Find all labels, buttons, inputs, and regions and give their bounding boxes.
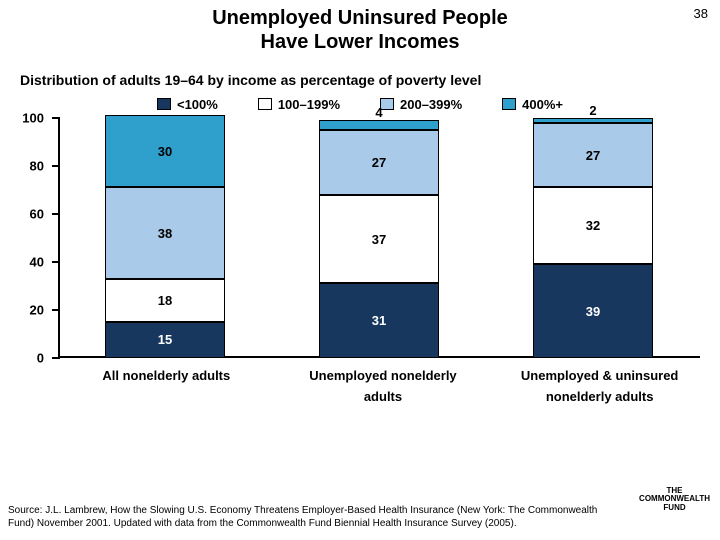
segment-value: 39 — [586, 304, 600, 319]
x-axis-label: Unemployed nonelderly adults — [298, 366, 468, 408]
y-tick-mark — [52, 117, 60, 119]
segment-value: 2 — [534, 103, 652, 118]
bar-segment: 4 — [319, 120, 439, 130]
y-tick-mark — [52, 357, 60, 359]
segment-value: 4 — [320, 105, 438, 120]
segment-value: 30 — [158, 144, 172, 159]
y-tick-mark — [52, 261, 60, 263]
y-tick-mark — [52, 165, 60, 167]
segment-value: 32 — [586, 218, 600, 233]
stacked-bar: 39 32 27 2 — [533, 118, 653, 358]
chart-subtitle: Distribution of adults 19–64 by income a… — [0, 54, 720, 93]
segment-value: 27 — [372, 155, 386, 170]
segment-value: 37 — [372, 232, 386, 247]
segment-value: 27 — [586, 148, 600, 163]
legend-label: <100% — [177, 97, 218, 112]
bar-column: 15 18 38 30 — [105, 118, 225, 358]
page-number: 38 — [694, 6, 708, 21]
x-axis-label: All nonelderly adults — [81, 366, 251, 408]
x-axis-labels: All nonelderly adults Unemployed nonelder… — [58, 366, 708, 408]
chart-title: Unemployed Uninsured People Have Lower I… — [0, 0, 720, 54]
segment-value: 15 — [158, 332, 172, 347]
chart: 1518383031372743932272 020406080100 — [12, 118, 708, 358]
legend-swatch — [157, 98, 171, 110]
bar-segment: 15 — [105, 322, 225, 358]
title-line-1: Unemployed Uninsured People — [0, 6, 720, 30]
bar-column: 31 37 27 4 — [319, 118, 439, 358]
segment-value: 38 — [158, 226, 172, 241]
x-axis-label: Unemployed & uninsured nonelderly adults — [515, 366, 685, 408]
bar-segment: 37 — [319, 195, 439, 284]
stacked-bar: 15 18 38 30 — [105, 115, 225, 357]
segment-value: 18 — [158, 293, 172, 308]
commonwealth-fund-logo: THE COMMONWEALTH FUND — [639, 487, 710, 512]
plot-area: 15 18 38 30 31 37 27 4 39 32 27 2 — [58, 118, 700, 358]
bar-segment: 30 — [105, 115, 225, 187]
bar-segment: 32 — [533, 187, 653, 264]
stacked-bar: 31 37 27 4 — [319, 120, 439, 358]
bar-segment: 39 — [533, 264, 653, 358]
bar-segment: 31 — [319, 283, 439, 357]
y-tick-mark — [52, 309, 60, 311]
legend-swatch — [502, 98, 516, 110]
title-line-2: Have Lower Incomes — [0, 30, 720, 54]
bar-segment: 27 — [319, 130, 439, 195]
y-tick-mark — [52, 213, 60, 215]
legend-item: <100% — [157, 97, 218, 112]
segment-value: 31 — [372, 313, 386, 328]
bar-column: 39 32 27 2 — [533, 118, 653, 358]
bar-segment: 27 — [533, 123, 653, 188]
source-text: Source: J.L. Lambrew, How the Slowing U.… — [8, 505, 600, 530]
bar-segment: 38 — [105, 187, 225, 278]
bar-segment: 18 — [105, 279, 225, 322]
logo-line-3: FUND — [639, 504, 710, 512]
legend-swatch — [258, 98, 272, 110]
bar-segment: 2 — [533, 118, 653, 123]
